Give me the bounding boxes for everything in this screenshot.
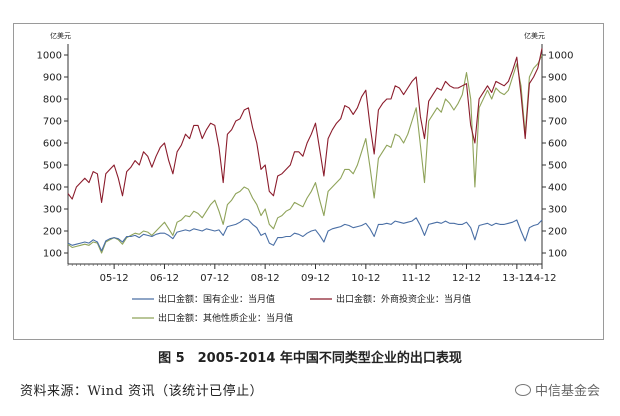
y-tick-label-right: 600	[548, 139, 567, 150]
y-tick-label-left: 800	[43, 95, 62, 106]
series-line-2	[67, 54, 543, 254]
x-tick-label: 11-12	[402, 273, 431, 284]
brand-name: 中信基金会	[534, 384, 600, 399]
unit-label-right: 亿美元	[524, 31, 545, 40]
y-tick-label-left: 700	[43, 117, 62, 128]
y-tick-label-right: 200	[548, 227, 567, 238]
y-tick-label-left: 600	[43, 139, 62, 150]
y-tick-label-left: 900	[43, 73, 62, 84]
y-tick-label-left: 100	[43, 249, 62, 260]
x-tick-label: 05-12	[100, 273, 129, 284]
line-chart: 100 100 200 200 300 300 400 400 500 500 600 600 700 7…	[37, 31, 574, 324]
y-tick-label-right: 300	[548, 205, 567, 216]
y-tick-label-right: 500	[548, 161, 567, 172]
y-tick-label-right: 1000	[548, 51, 573, 62]
figure-caption: 图 5 2005-2014 年中国不同类型企业的出口表现	[158, 351, 462, 366]
y-tick-label-right: 800	[548, 95, 567, 106]
x-tick-label: 10-12	[351, 273, 380, 284]
x-tick-label: 07-12	[200, 273, 229, 284]
x-tick-label: 14-12	[527, 273, 556, 284]
y-tick-label-left: 500	[43, 161, 62, 172]
series-line-0	[67, 217, 543, 252]
wechat-icon	[514, 383, 531, 396]
source-note: 资料来源：Wind 资讯（该统计已停止）	[20, 384, 264, 399]
legend-label-2: 出口金额：其他性质企业：当月值	[158, 312, 293, 324]
x-tick-label: 13-12	[502, 273, 531, 284]
chart-frame: 100 100 200 200 300 300 400 400 500 500 600 600 700 7…	[13, 23, 604, 340]
x-tick-label: 06-12	[150, 273, 179, 284]
unit-label-left: 亿美元	[50, 31, 71, 40]
x-tick-label: 08-12	[251, 273, 280, 284]
y-tick-label-left: 300	[43, 205, 62, 216]
legend-label-0: 出口金额：国有企业：当月值	[158, 293, 275, 305]
series-line-1	[67, 48, 543, 203]
legend-label-1: 出口金额：外商投资企业：当月值	[336, 293, 471, 305]
y-tick-label-right: 900	[548, 73, 567, 84]
y-tick-label-right: 700	[548, 117, 567, 128]
y-tick-label-right: 400	[548, 183, 567, 194]
y-tick-label-left: 1000	[37, 51, 62, 62]
x-tick-label: 12-12	[452, 273, 481, 284]
y-tick-label-right: 100	[548, 249, 567, 260]
brand-watermark: 中信基金会	[514, 380, 600, 399]
x-tick-label: 09-12	[301, 273, 330, 284]
y-tick-label-left: 400	[43, 183, 62, 194]
y-tick-label-left: 200	[43, 227, 62, 238]
